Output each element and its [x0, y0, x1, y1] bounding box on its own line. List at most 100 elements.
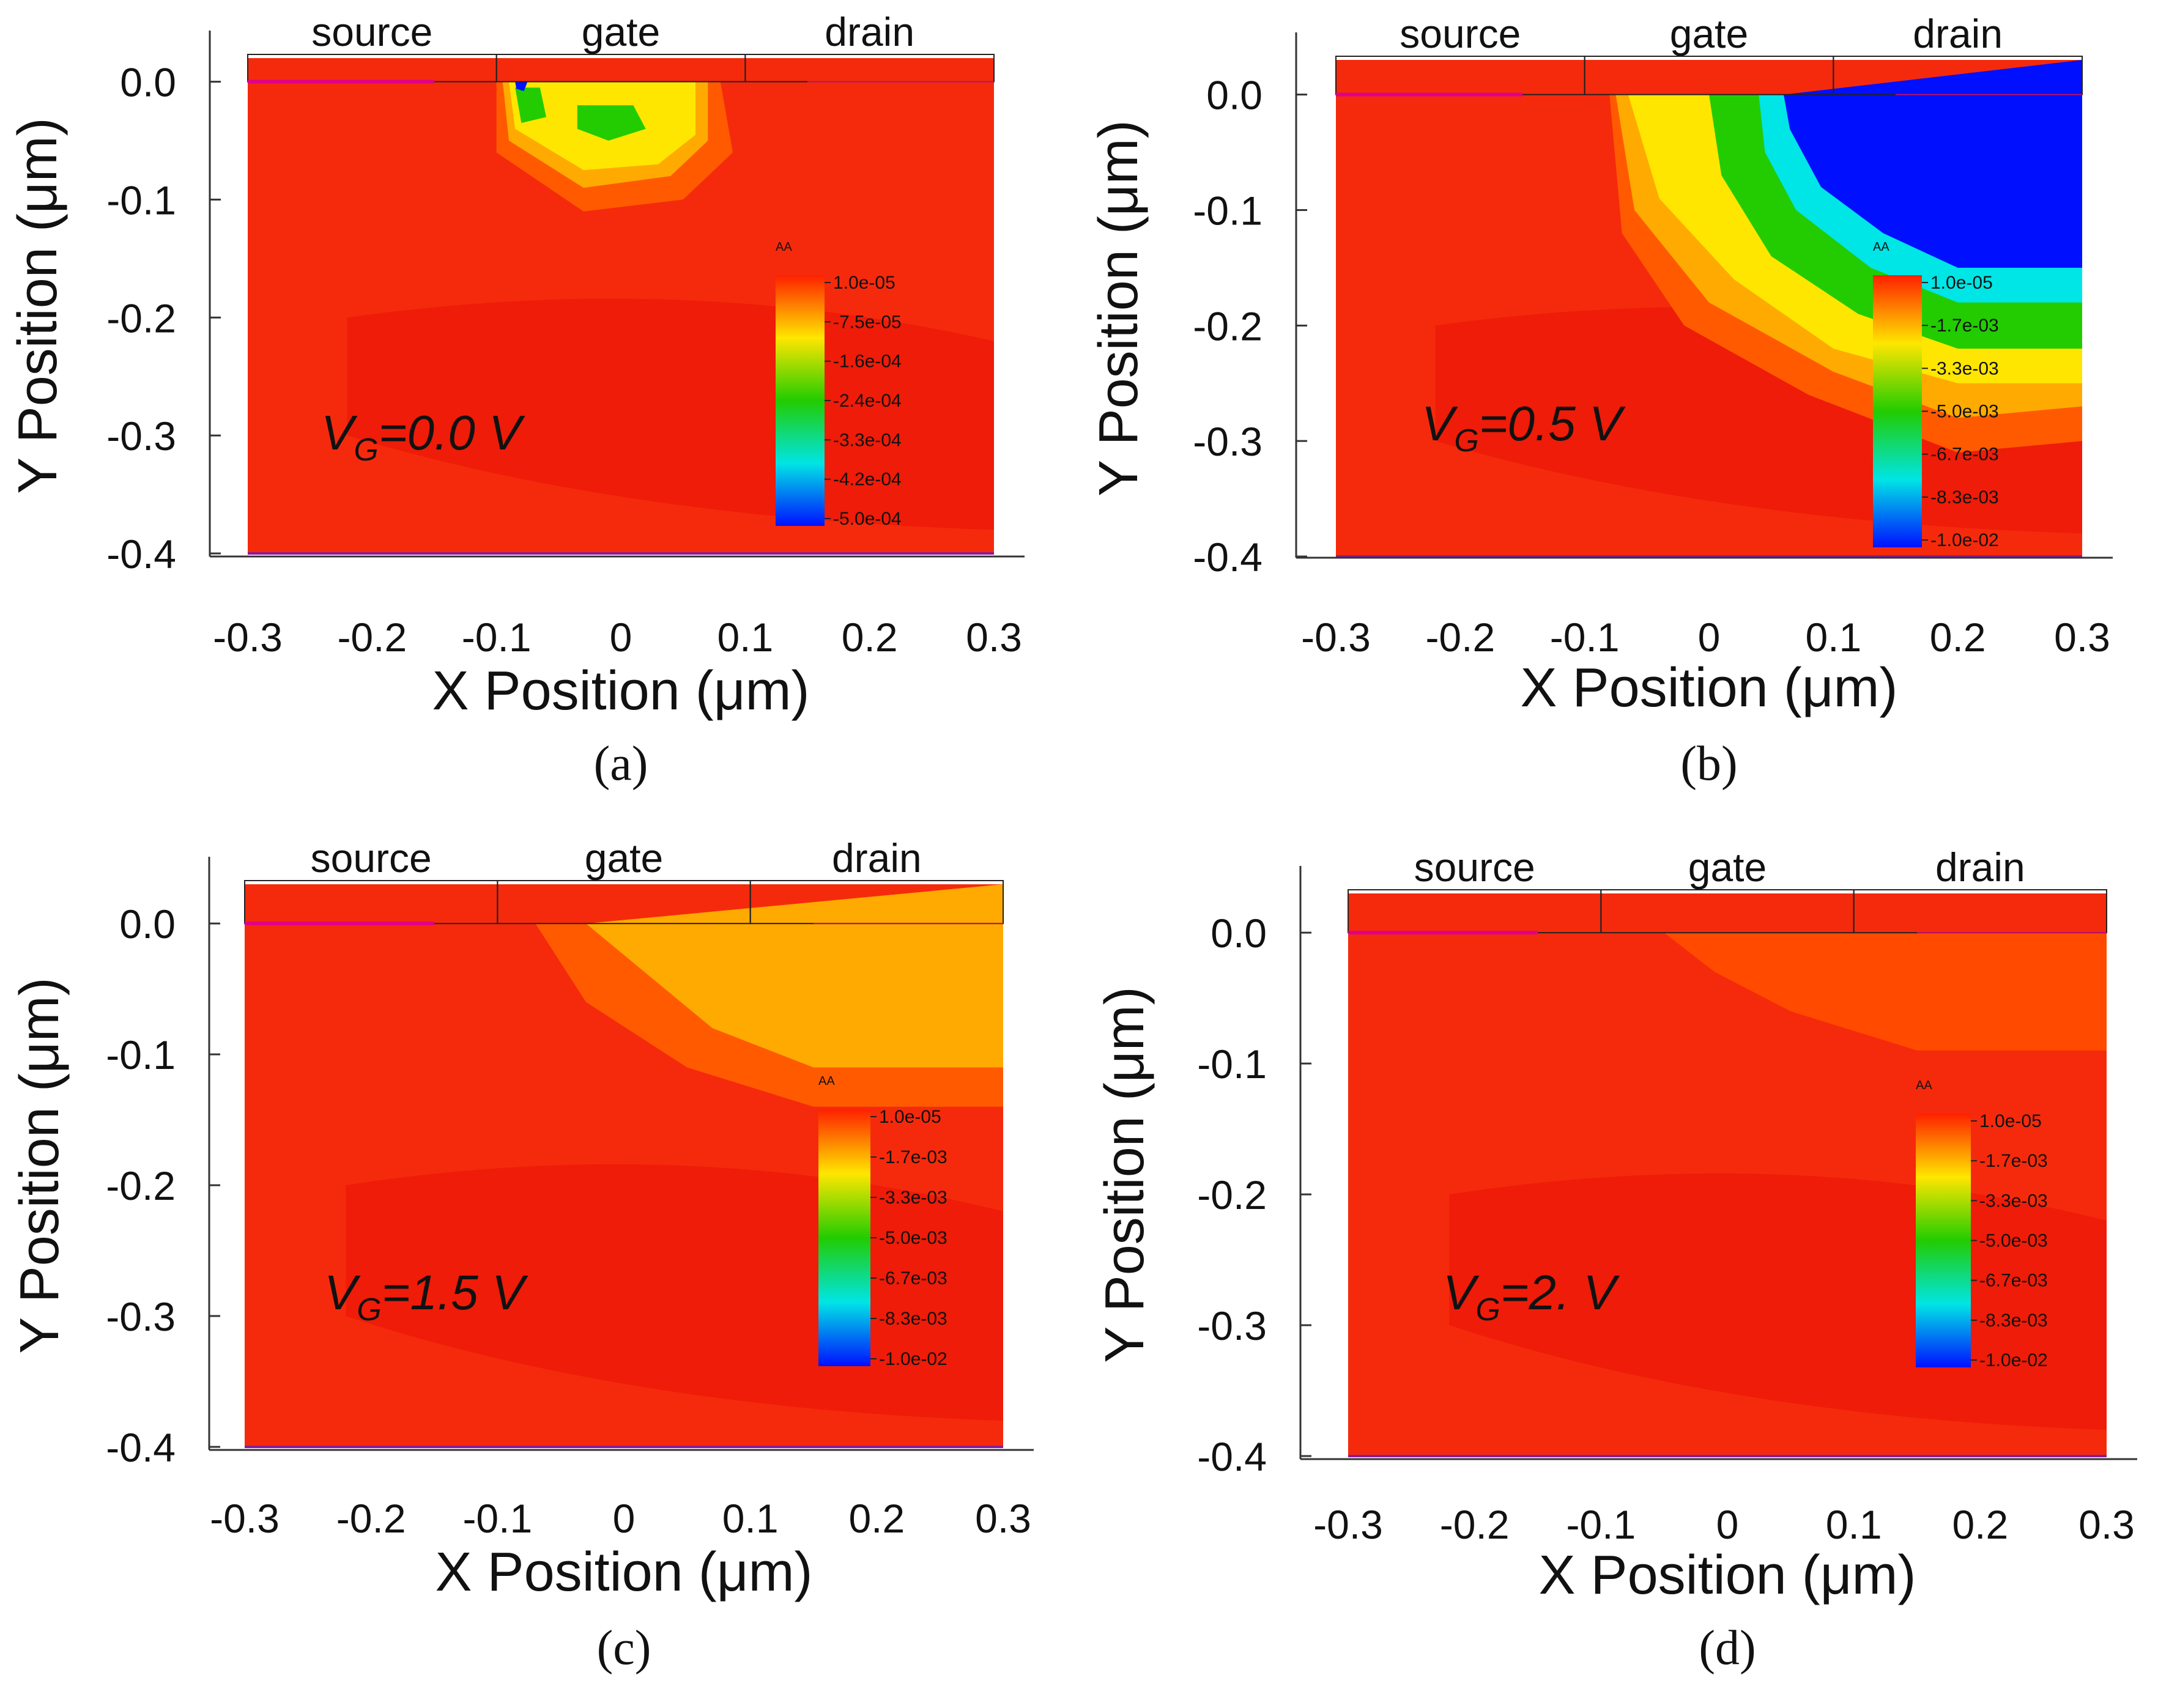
colorbar-label: -3.3e-03 [1930, 358, 1999, 379]
x-tick-label: 0.1 [722, 1496, 779, 1541]
colorbar-title: AA [776, 240, 792, 254]
y-tick-label: -0.2 [106, 1163, 176, 1208]
x-axis-title: X Position (μm) [1539, 1545, 1916, 1606]
x-tick-label: 0 [1716, 1502, 1739, 1547]
colorbar-label: -8.3e-03 [1979, 1311, 2048, 1331]
x-tick-label: -0.1 [1550, 615, 1620, 660]
x-tick-label: 0.2 [848, 1496, 905, 1541]
y-tick-label: -0.3 [1197, 1303, 1267, 1348]
region-label-gate: gate [1670, 11, 1748, 56]
heatmap-svg: source gate drain 0.0 -0.1 -0.2 -0.3 -0.4 -0.3 -0… [9, 835, 1034, 1675]
region-label-drain: drain [832, 835, 922, 881]
y-axis-title: Y Position (μm) [7, 117, 69, 494]
colorbar-label: -3.3e-03 [1979, 1191, 2048, 1211]
x-tick-label: 0 [613, 1496, 636, 1541]
x-axis-title: X Position (μm) [1521, 657, 1898, 719]
x-tick-label: -0.3 [210, 1496, 280, 1541]
colorbar-label: -5.0e-03 [1930, 402, 1999, 422]
colorbar-label: -1.0e-02 [1930, 530, 1999, 550]
colorbar-label: -1.7e-03 [1930, 316, 1999, 336]
x-tick-label: 0 [1698, 615, 1721, 660]
field-lobe [347, 298, 994, 530]
colorbar [1916, 1114, 1971, 1367]
y-tick-label: -0.4 [1197, 1434, 1267, 1479]
region-label-gate: gate [585, 835, 663, 881]
y-tick-label: -0.3 [1193, 419, 1263, 464]
colorbar [776, 275, 825, 526]
annotation-subscript: G [357, 1292, 381, 1328]
x-tick-label: -0.2 [336, 1496, 406, 1541]
panel-caption: (b) [1680, 737, 1737, 791]
y-tick-label: -0.1 [1197, 1041, 1267, 1087]
chart-panel-d: source gate drain 0.0 -0.1 -0.2 -0.3 -0.4 -0.3 -0… [1079, 845, 2158, 1707]
region-label-gate: gate [1688, 845, 1767, 890]
chart-panel-a: source gate drain 0.0 -0.1 -0.2 -0.3 -0.4 -0.3 -0… [0, 0, 1079, 854]
annotation-value: =0.0 V [379, 405, 525, 460]
heatmap-svg: source gate drain 0.0 -0.1 -0.2 -0.3 -0.4 -0.3 -0… [1094, 845, 2137, 1675]
annotation-value: =0.5 V [1479, 396, 1626, 451]
gate-voltage-annotation: VG=0.5 V [1422, 396, 1626, 459]
colorbar-label: -8.3e-03 [1930, 487, 1999, 508]
x-tick-label: -0.2 [1440, 1502, 1510, 1547]
x-tick-label: 0.3 [2078, 1502, 2135, 1547]
colorbar-label: 1.0e-05 [879, 1107, 941, 1127]
colorbar-label: -1.7e-03 [879, 1147, 947, 1167]
x-tick-label: 0.1 [717, 615, 773, 660]
heatmap-svg: source gate drain 0.0 -0.1 -0.2 -0.3 -0.4 -0.3 -0… [7, 9, 1025, 791]
colorbar-label: -6.7e-03 [1930, 445, 1999, 465]
x-tick-label: -0.3 [1313, 1502, 1383, 1547]
y-tick-label: 0.0 [1206, 73, 1263, 118]
region-label-source: source [1400, 11, 1521, 56]
colorbar [818, 1109, 870, 1366]
region-label-drain: drain [1913, 11, 2003, 56]
x-tick-label: -0.1 [462, 1496, 532, 1541]
annotation-subscript: G [1454, 423, 1478, 459]
colorbar-label: -1.0e-02 [1979, 1350, 2048, 1370]
region-label-drain: drain [1935, 845, 2025, 890]
x-tick-label: -0.3 [1301, 615, 1371, 660]
colorbar-title: AA [1916, 1079, 1932, 1092]
chart-panel-c: source gate drain 0.0 -0.1 -0.2 -0.3 -0.4 -0.3 -0… [0, 835, 1079, 1707]
y-axis-title: Y Position (μm) [9, 977, 70, 1353]
x-axis-title: X Position (μm) [436, 1542, 813, 1603]
region-label-source: source [311, 835, 432, 881]
colorbar-label: -1.0e-02 [879, 1349, 947, 1369]
y-tick-label: 0.0 [119, 901, 176, 947]
y-tick-label: -0.4 [106, 1425, 176, 1470]
y-tick-label: -0.3 [106, 1294, 176, 1339]
contour-region-4 [577, 105, 646, 141]
region-label-source: source [1414, 845, 1535, 890]
region-label-source: source [311, 9, 432, 54]
x-tick-label: 0.3 [975, 1496, 1031, 1541]
colorbar-label: -3.3e-04 [833, 430, 902, 450]
annotation-value: =2. V [1500, 1265, 1620, 1320]
contour-region-1 [586, 884, 1003, 1068]
y-tick-label: -0.4 [106, 531, 176, 577]
colorbar-label: 1.0e-05 [1930, 273, 1993, 293]
x-tick-label: 0.2 [1952, 1502, 2008, 1547]
gate-voltage-annotation: VG=2. V [1443, 1265, 1620, 1328]
annotation-var: V [324, 1265, 361, 1320]
colorbar-label: -8.3e-03 [879, 1309, 947, 1329]
colorbar-label: -7.5e-05 [833, 312, 902, 332]
x-axis-title: X Position (μm) [432, 660, 810, 722]
contour-region-3 [515, 87, 546, 124]
colorbar-label: 1.0e-05 [1979, 1111, 2042, 1131]
x-tick-label: 0.2 [1930, 615, 1986, 660]
x-tick-label: -0.2 [337, 615, 407, 660]
panel-caption: (c) [597, 1621, 651, 1675]
colorbar-label: -2.4e-04 [833, 391, 902, 411]
colorbar-label: -5.0e-03 [1979, 1231, 2048, 1251]
region-label-gate: gate [582, 9, 660, 54]
x-tick-label: -0.3 [213, 615, 283, 660]
colorbar [1873, 275, 1922, 547]
panel-caption: (d) [1699, 1621, 1756, 1675]
colorbar-label: -1.6e-04 [833, 352, 902, 372]
x-tick-label: 0.3 [2054, 615, 2110, 660]
gate-voltage-annotation: VG=1.5 V [324, 1265, 528, 1328]
gate-voltage-annotation: VG=0.0 V [321, 405, 525, 468]
colorbar-label: -3.3e-03 [879, 1188, 947, 1208]
x-tick-label: -0.1 [1566, 1502, 1636, 1547]
y-tick-label: -0.2 [1197, 1172, 1267, 1218]
y-axis-title: Y Position (μm) [1088, 120, 1149, 496]
